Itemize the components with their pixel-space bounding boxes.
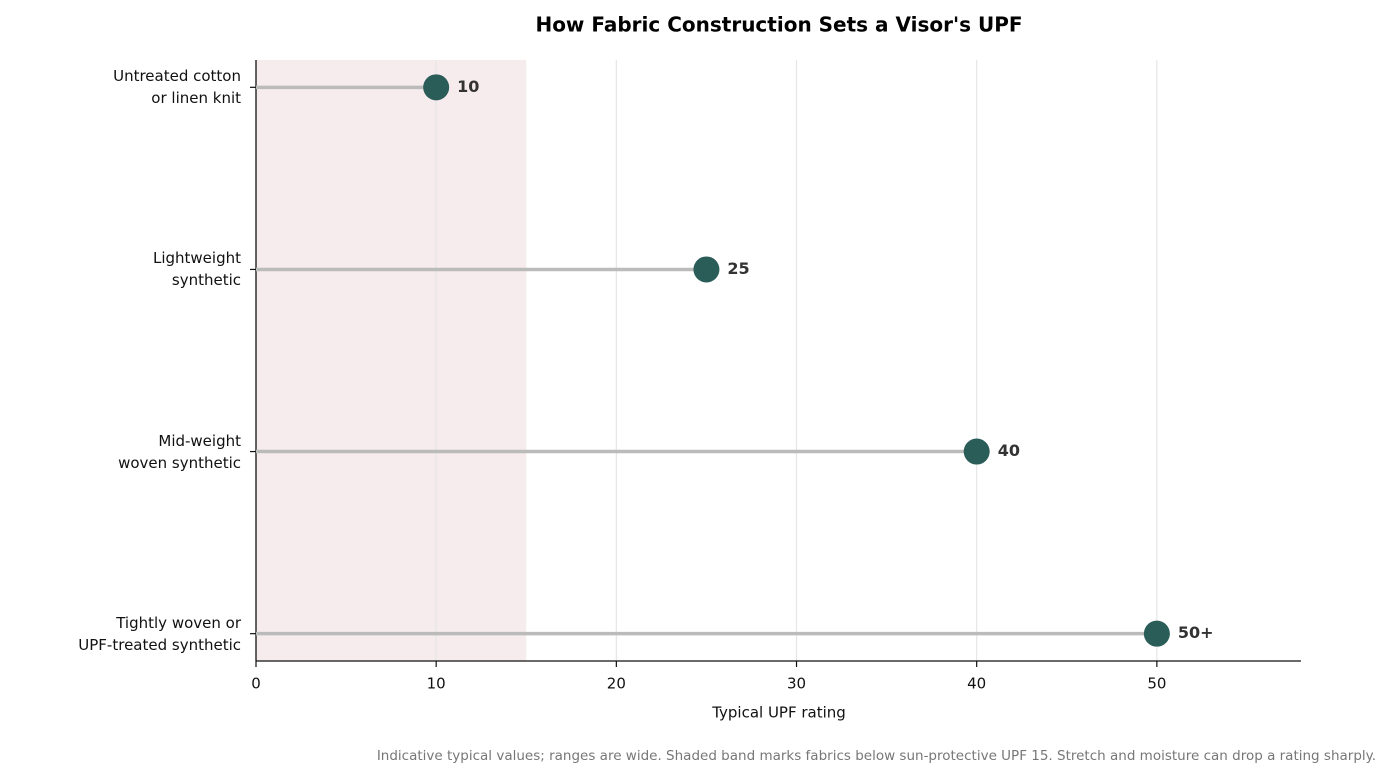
y-tick-label: Untreated cotton or linen knit [113,67,241,108]
value-label: 10 [457,77,479,96]
x-tick-label: 20 [607,675,626,693]
value-label: 50+ [1178,623,1214,642]
footnote: Indicative typical values; ranges are wi… [377,748,1376,764]
x-tick-label: 30 [787,675,806,693]
x-tick-label: 50 [1147,675,1166,693]
dot [1143,620,1170,647]
value-label: 40 [998,441,1020,460]
dot [693,256,720,283]
x-tick-label: 0 [251,675,261,693]
x-axis-label: Typical UPF rating [711,704,846,722]
y-tick-label: Lightweight synthetic [152,249,241,290]
x-tick-label: 40 [967,675,986,693]
y-tick-label: Tightly woven or UPF-treated synthetic [78,613,241,654]
x-tick-label: 10 [427,675,446,693]
y-tick-label: Mid-weight woven synthetic [118,431,241,472]
value-label: 25 [727,259,749,278]
shaded-band [256,60,527,661]
dot [423,74,450,101]
dot [963,438,990,465]
chart-title: How Fabric Construction Sets a Visor's U… [535,13,1022,37]
